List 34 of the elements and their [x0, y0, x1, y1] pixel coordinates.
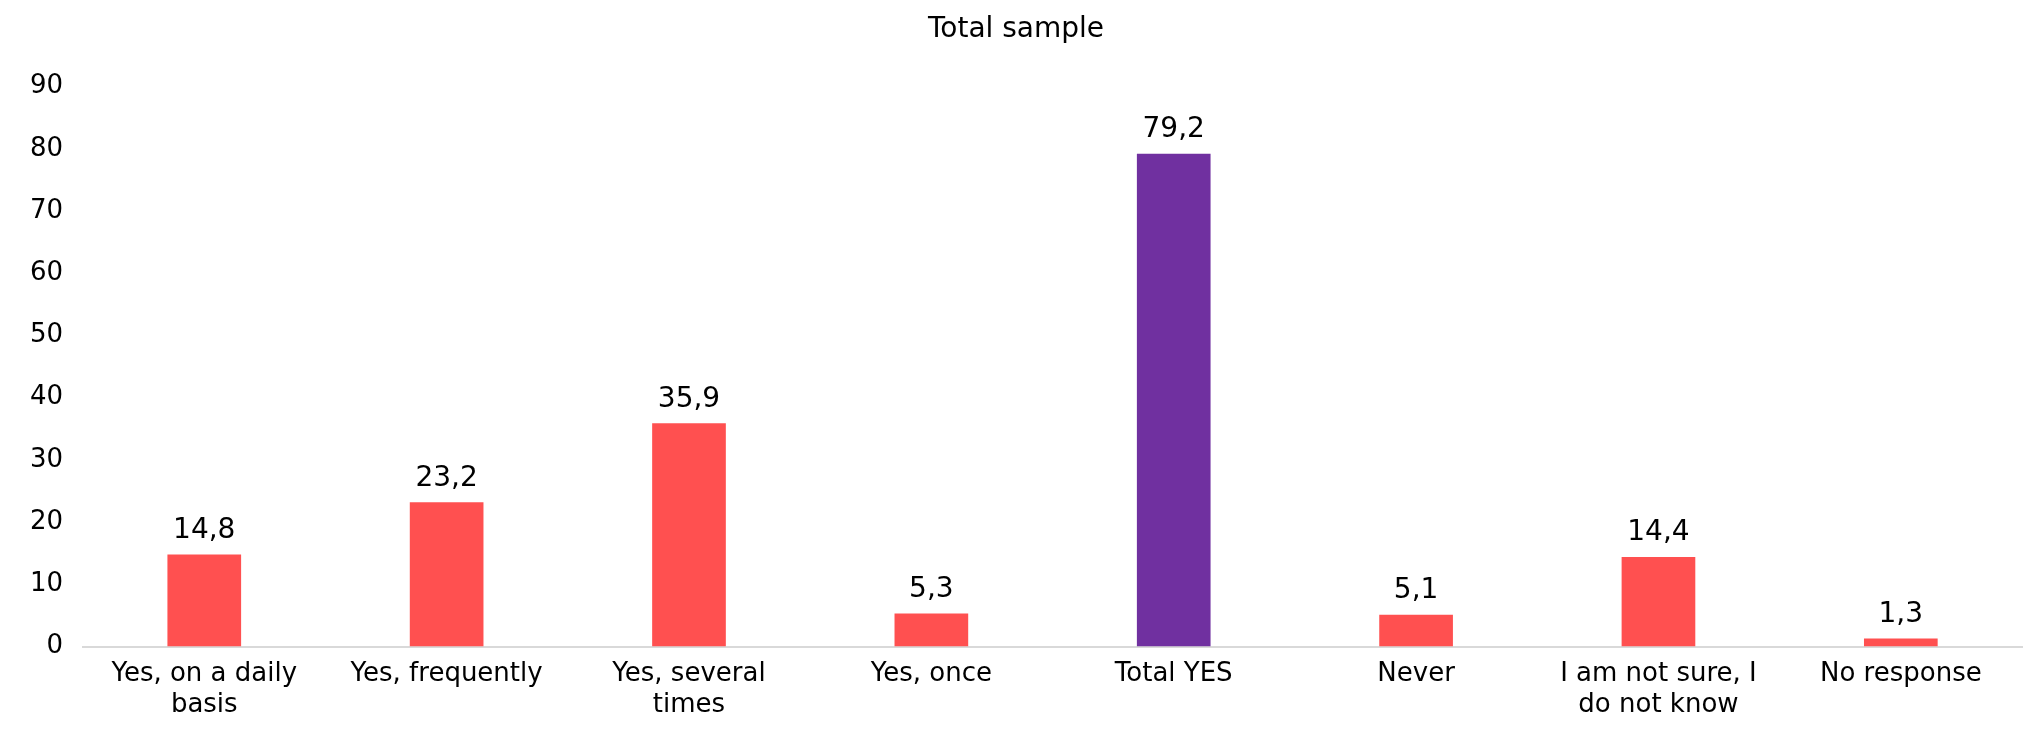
bar [894, 613, 969, 647]
y-tick-label: 50 [29, 318, 64, 349]
data-label: 1,3 [1878, 595, 1924, 629]
y-tick-label: 10 [29, 567, 64, 598]
chart-title: Total sample [926, 11, 1105, 45]
data-label: 79,2 [1142, 111, 1205, 145]
bar [1136, 153, 1211, 647]
x-tick-label: Yes, on a daily basis [110, 656, 298, 719]
bar [1621, 557, 1696, 647]
x-tick-label: Total YES [1113, 656, 1233, 687]
y-tick-label: 0 [46, 629, 64, 660]
bar [167, 554, 242, 647]
data-label: 5,1 [1393, 572, 1439, 606]
bar [1379, 614, 1453, 647]
y-tick-label: 70 [29, 193, 64, 224]
x-tick-label: Yes, once [869, 656, 992, 687]
x-tick-label: No response [1819, 656, 1982, 687]
y-tick-label: 60 [29, 256, 64, 287]
x-tick-label: Never [1377, 656, 1456, 687]
data-label: 5,3 [909, 570, 954, 604]
data-label: 35,9 [657, 380, 721, 414]
y-tick-label: 90 [29, 69, 64, 100]
x-tick-label: Yes, frequently [349, 656, 543, 687]
y-tick-label: 30 [29, 442, 64, 473]
bar [409, 502, 484, 647]
data-label: 23,2 [415, 459, 478, 493]
y-tick-label: 20 [29, 504, 64, 535]
bar [652, 423, 726, 647]
x-tick-label: Yes, several times [611, 656, 766, 719]
data-label: 14,4 [1627, 514, 1690, 548]
y-tick-label: 80 [29, 131, 64, 162]
data-label: 14,8 [173, 511, 236, 545]
y-tick-label: 40 [29, 380, 64, 411]
x-tick-label: I am not sure, I do not know [1560, 656, 1757, 719]
